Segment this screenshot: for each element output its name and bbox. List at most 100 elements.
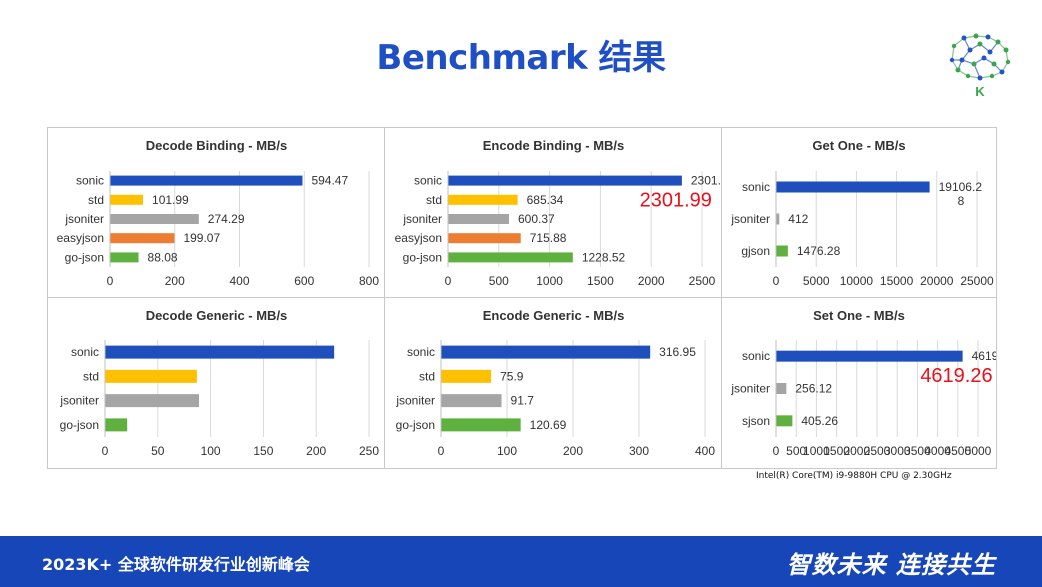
value-label: 685.34 xyxy=(527,193,564,207)
bar-sonic xyxy=(105,345,335,359)
x-tick-label: 25000 xyxy=(960,274,994,288)
chart-svg: Get One - MB/s 0 5000 10000 15000 20000 25000 s… xyxy=(730,138,994,288)
category-label: gjson xyxy=(741,244,770,258)
chart-title: Encode Binding - MB/s xyxy=(483,138,625,153)
category-label: sonic xyxy=(414,174,442,188)
value-label: 1476.28 xyxy=(797,244,841,258)
value-label-line: 412 xyxy=(788,212,808,226)
bar-sonic xyxy=(110,175,303,186)
chart-set-one: Set One - MB/s 0 500 1000 1500 2000 2500 3000 35… xyxy=(721,297,997,469)
value-label-line: 316.95 xyxy=(659,345,696,359)
bar-easyjson xyxy=(110,233,175,244)
logo-letter: K xyxy=(975,84,985,99)
value-label-line: 19106.2 xyxy=(939,180,983,194)
value-label: 594.47 xyxy=(311,174,348,188)
x-tick-label: 800 xyxy=(359,274,379,288)
slide-title: Benchmark 结果 xyxy=(376,38,666,78)
category-label: std xyxy=(83,369,99,383)
chart-decode-generic: Decode Generic - MB/s 0 50 100 150 200 250 soni… xyxy=(47,297,386,469)
category-label: jsoniter xyxy=(395,394,435,408)
x-tick-label: 1000 xyxy=(536,274,563,288)
chart-svg: Encode Binding - MB/s 0 500 1000 1500 2000 250… xyxy=(395,138,722,288)
x-tick-label: 5000 xyxy=(965,444,992,458)
category-label: std xyxy=(419,369,435,383)
category-label: jsoniter xyxy=(59,394,99,408)
x-tick-label: 20000 xyxy=(920,274,954,288)
value-label-line: 256.12 xyxy=(795,382,832,396)
value-label-line: 4619.26 xyxy=(972,349,996,363)
category-label: jsoniter xyxy=(730,382,770,396)
category-label: sonic xyxy=(76,174,104,188)
x-tick-label: 4500 xyxy=(944,444,971,458)
value-label: 600.37 xyxy=(518,212,555,226)
value-label: 405.26 xyxy=(801,414,838,428)
value-label: 88.08 xyxy=(148,250,178,264)
value-label-line: 405.26 xyxy=(801,414,838,428)
value-label: 199.07 xyxy=(183,231,220,245)
x-tick-label: 600 xyxy=(294,274,314,288)
bar-sonic xyxy=(441,345,651,359)
chart-encode-binding: Encode Binding - MB/s 0 500 1000 1500 2000 250… xyxy=(384,127,723,298)
x-tick-label: 2500 xyxy=(689,274,716,288)
bar-go-json xyxy=(110,252,139,263)
x-tick-label: 400 xyxy=(229,274,249,288)
x-tick-label: 0 xyxy=(107,274,114,288)
x-tick-label: 0 xyxy=(773,444,780,458)
category-label: easyjson xyxy=(395,231,442,245)
value-label: 316.95 xyxy=(659,345,696,359)
value-label-line: 715.88 xyxy=(530,231,567,245)
x-tick-label: 150 xyxy=(253,444,273,458)
x-tick-label: 200 xyxy=(563,444,583,458)
chart-svg: Set One - MB/s 0 5001000150020002500300035… xyxy=(730,308,996,458)
bar-jsoniter xyxy=(448,214,509,224)
category-label: go-json xyxy=(403,250,442,264)
chart-get-one: Get One - MB/s 0 5000 10000 15000 20000 25000 s… xyxy=(721,127,997,298)
footer-event-name: 2023K+ 全球软件研发行业创新峰会 xyxy=(42,555,310,574)
x-tick-label: 0 xyxy=(773,274,780,288)
value-label: 19106.2 8 xyxy=(939,180,983,208)
x-tick-label: 50 xyxy=(151,444,165,458)
value-label-line: 75.9 xyxy=(500,369,524,383)
bar-go-json xyxy=(105,418,128,432)
x-tick-label: 0 xyxy=(102,444,109,458)
highlight-value: 2301.99 xyxy=(640,190,712,212)
bar-sjson xyxy=(776,415,793,427)
footer-bar: 2023K+ 全球软件研发行业创新峰会 智数未来 连接共生 xyxy=(0,536,1042,587)
value-label-line: 685.34 xyxy=(527,193,564,207)
x-tick-label: 2500 xyxy=(864,444,891,458)
x-tick-label: 500 xyxy=(489,274,509,288)
x-tick-label: 200 xyxy=(306,444,326,458)
bar-go-json xyxy=(441,418,521,432)
value-label-line: 91.7 xyxy=(511,394,535,408)
x-tick-label: 1500 xyxy=(587,274,614,288)
x-tick-label: 2000 xyxy=(843,444,870,458)
x-tick-label: 500 xyxy=(786,444,806,458)
chart-svg: Encode Generic - MB/s 0 100 200 300 400 sonic 3… xyxy=(395,308,715,458)
bar-jsoniter xyxy=(441,394,502,408)
value-label: 120.69 xyxy=(530,418,567,432)
bar-jsoniter xyxy=(776,213,780,225)
x-tick-label: 15000 xyxy=(880,274,914,288)
value-label: 256.12 xyxy=(795,382,832,396)
category-label: easyjson xyxy=(57,231,104,245)
category-label: sonic xyxy=(742,180,770,194)
x-tick-label: 0 xyxy=(438,444,445,458)
chart-title: Decode Binding - MB/s xyxy=(146,138,288,153)
category-label: sjson xyxy=(742,414,770,428)
value-label-line: 199.07 xyxy=(183,231,220,245)
chart-decode-binding: Decode Binding - MB/s 0 200 400 600 800 sonic 5… xyxy=(47,127,386,298)
value-label-line: 594.47 xyxy=(311,174,348,188)
x-tick-label: 300 xyxy=(629,444,649,458)
category-label: jsoniter xyxy=(402,212,442,226)
cpu-note: Intel(R) Core(TM) i9-9880H CPU @ 2.30GHz xyxy=(756,471,952,481)
value-label: 101.99 xyxy=(152,193,189,207)
bar-std xyxy=(105,369,197,383)
bar-sonic xyxy=(776,181,930,193)
value-label-line: 8 xyxy=(958,194,965,208)
x-tick-label: 3500 xyxy=(904,444,931,458)
bar-std xyxy=(110,194,144,205)
conference-logo: K xyxy=(940,28,1020,100)
x-tick-label: 400 xyxy=(695,444,715,458)
x-tick-label: 2000 xyxy=(638,274,665,288)
value-label: 715.88 xyxy=(530,231,567,245)
